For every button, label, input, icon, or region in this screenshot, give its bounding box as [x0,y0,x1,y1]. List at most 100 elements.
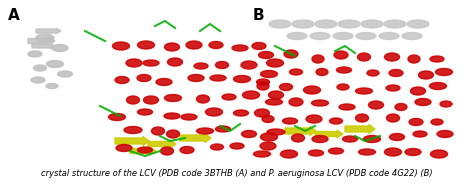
Ellipse shape [386,114,400,122]
Text: A: A [8,8,20,23]
Ellipse shape [252,42,266,49]
Ellipse shape [415,99,431,105]
Ellipse shape [407,20,429,28]
Ellipse shape [310,33,330,39]
Ellipse shape [292,20,314,28]
Ellipse shape [161,147,173,155]
Ellipse shape [257,82,269,90]
FancyArrow shape [115,137,149,145]
Ellipse shape [430,150,447,158]
Ellipse shape [408,55,420,63]
Ellipse shape [143,60,159,66]
Ellipse shape [436,68,453,76]
Ellipse shape [127,96,139,104]
Ellipse shape [188,75,204,81]
Ellipse shape [287,33,307,39]
Ellipse shape [137,147,153,153]
Ellipse shape [46,60,64,68]
Ellipse shape [164,43,180,51]
Ellipse shape [430,56,444,62]
Ellipse shape [437,131,453,137]
Ellipse shape [283,118,298,124]
Ellipse shape [181,114,197,120]
Ellipse shape [334,51,348,59]
Ellipse shape [166,130,180,138]
FancyArrow shape [148,140,176,148]
FancyArrow shape [180,134,211,142]
Ellipse shape [234,110,248,116]
Ellipse shape [186,41,202,49]
Ellipse shape [216,62,228,68]
Ellipse shape [364,135,381,142]
Ellipse shape [343,136,357,142]
Ellipse shape [358,149,375,155]
Ellipse shape [255,109,270,117]
Ellipse shape [216,126,230,132]
Ellipse shape [266,59,283,67]
FancyArrow shape [345,124,375,134]
Ellipse shape [361,20,383,28]
Ellipse shape [390,134,404,140]
Text: B: B [253,8,264,23]
Ellipse shape [137,109,153,115]
Ellipse shape [210,75,226,81]
Ellipse shape [46,84,58,89]
Ellipse shape [384,20,406,28]
Ellipse shape [333,33,353,39]
Ellipse shape [384,53,400,61]
Ellipse shape [280,84,292,91]
Ellipse shape [261,133,277,141]
Ellipse shape [241,61,257,69]
Ellipse shape [289,98,303,106]
Ellipse shape [292,134,304,142]
Ellipse shape [152,127,164,135]
Ellipse shape [144,96,158,104]
Ellipse shape [261,70,277,78]
Ellipse shape [52,44,68,52]
Ellipse shape [290,69,302,75]
Ellipse shape [28,51,42,57]
FancyArrow shape [315,130,343,138]
Ellipse shape [57,71,73,77]
Ellipse shape [269,20,291,28]
Ellipse shape [357,53,371,61]
Ellipse shape [258,52,273,59]
Ellipse shape [402,33,422,39]
Ellipse shape [243,91,259,99]
Ellipse shape [256,79,270,85]
Ellipse shape [31,77,45,83]
FancyArrow shape [28,38,55,44]
Ellipse shape [312,135,328,142]
Ellipse shape [384,148,401,156]
Ellipse shape [338,20,360,28]
Ellipse shape [197,128,213,134]
Ellipse shape [339,104,355,110]
Ellipse shape [356,33,376,39]
Ellipse shape [156,78,172,86]
Ellipse shape [409,118,423,126]
Ellipse shape [254,151,271,157]
Ellipse shape [164,94,182,102]
Ellipse shape [316,68,328,76]
Ellipse shape [262,116,274,123]
Ellipse shape [303,86,320,94]
Ellipse shape [267,129,285,135]
Ellipse shape [265,99,283,105]
Ellipse shape [194,63,208,69]
Ellipse shape [210,144,224,150]
Ellipse shape [137,75,151,81]
FancyArrow shape [32,43,55,49]
Ellipse shape [368,101,383,109]
Ellipse shape [386,85,400,91]
Ellipse shape [356,114,368,122]
Ellipse shape [260,142,276,150]
Ellipse shape [328,148,344,154]
Ellipse shape [315,20,337,28]
Ellipse shape [419,71,434,79]
Ellipse shape [209,41,223,49]
Ellipse shape [337,67,352,73]
Ellipse shape [126,59,142,67]
Ellipse shape [137,41,155,49]
Ellipse shape [413,131,427,137]
Ellipse shape [164,113,180,119]
